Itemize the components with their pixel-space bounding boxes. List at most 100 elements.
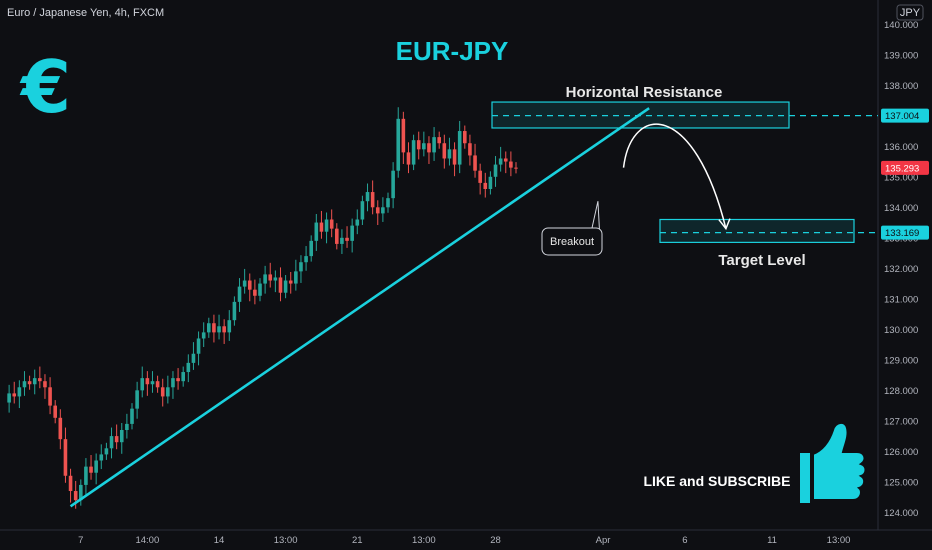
projection-arrowhead bbox=[718, 218, 731, 231]
candle bbox=[79, 479, 83, 506]
candle bbox=[406, 142, 411, 174]
price-tick-label: 136.000 bbox=[884, 142, 918, 153]
candle bbox=[452, 142, 457, 177]
candle bbox=[463, 125, 467, 149]
chart-grid bbox=[0, 0, 932, 531]
candle bbox=[401, 111, 406, 164]
candle bbox=[135, 381, 139, 419]
target-label: Target Level bbox=[718, 252, 805, 269]
candle bbox=[130, 403, 134, 430]
price-axis[interactable]: 124.000 125.000 126.000 127.000 128.000 129.0… bbox=[881, 20, 929, 519]
candle bbox=[94, 453, 98, 485]
candle bbox=[53, 400, 57, 424]
drawing-overlay bbox=[69, 107, 731, 508]
candle bbox=[509, 151, 513, 177]
candle bbox=[38, 366, 42, 389]
price-tick-label: 135.000 bbox=[884, 172, 918, 183]
candle bbox=[365, 183, 370, 212]
candle bbox=[427, 136, 431, 164]
candle bbox=[242, 268, 247, 294]
svg-text:JPY: JPY bbox=[900, 7, 921, 19]
candle bbox=[145, 371, 150, 396]
target-zone bbox=[659, 218, 855, 243]
candle bbox=[17, 380, 22, 409]
candle bbox=[99, 444, 104, 470]
candle bbox=[422, 131, 426, 157]
candle bbox=[247, 273, 252, 302]
candle bbox=[299, 255, 303, 283]
candle bbox=[268, 262, 273, 288]
candle bbox=[391, 162, 395, 209]
symbol-label: Euro / Japanese Yen, 4h, FXCM bbox=[7, 7, 164, 19]
candle bbox=[355, 209, 360, 235]
candle bbox=[514, 162, 518, 174]
candle bbox=[84, 458, 88, 495]
candle bbox=[488, 171, 493, 195]
candle bbox=[273, 270, 278, 293]
time-tick-label: 14:00 bbox=[135, 535, 159, 546]
candle bbox=[432, 127, 436, 161]
candle bbox=[468, 134, 472, 166]
resistance-price-tag: 137.004 bbox=[881, 108, 929, 123]
current-price-tag: 135.293 bbox=[881, 160, 929, 175]
candle bbox=[222, 319, 226, 344]
candlestick-series[interactable] bbox=[7, 107, 518, 509]
time-tick-label: 13:00 bbox=[827, 535, 851, 546]
candle bbox=[125, 413, 129, 439]
candle bbox=[386, 192, 390, 213]
candle bbox=[155, 375, 160, 393]
candle bbox=[140, 366, 145, 398]
candle bbox=[314, 214, 319, 251]
price-tick-label: 128.000 bbox=[884, 386, 918, 397]
candle bbox=[27, 375, 32, 390]
candle bbox=[176, 368, 180, 390]
candle bbox=[350, 218, 354, 253]
candle bbox=[493, 156, 498, 187]
candle bbox=[294, 259, 298, 291]
price-tick-label: 131.000 bbox=[884, 294, 918, 305]
candle bbox=[437, 131, 441, 149]
candle bbox=[442, 134, 447, 169]
like-subscribe-text: LIKE and SUBSCRIBE bbox=[643, 473, 790, 489]
candle bbox=[360, 195, 365, 225]
svg-text:135.293: 135.293 bbox=[885, 163, 919, 174]
price-tick-label: 132.000 bbox=[884, 264, 918, 275]
candle bbox=[396, 107, 401, 178]
candle bbox=[63, 427, 68, 483]
candle bbox=[447, 137, 452, 166]
candle bbox=[288, 271, 293, 294]
candle bbox=[483, 172, 488, 198]
candle bbox=[22, 371, 27, 396]
time-tick-label: 6 bbox=[682, 535, 687, 546]
candle bbox=[109, 427, 114, 459]
candle bbox=[473, 143, 477, 178]
candle bbox=[166, 375, 170, 404]
time-tick-label: 13:00 bbox=[412, 535, 436, 546]
breakout-callout: Breakout bbox=[541, 227, 603, 256]
candle bbox=[119, 422, 124, 454]
candle bbox=[43, 374, 47, 399]
candle bbox=[329, 209, 334, 238]
candle bbox=[324, 212, 329, 244]
time-tick-label: 13:00 bbox=[274, 535, 298, 546]
candle bbox=[478, 163, 482, 195]
candle bbox=[150, 371, 155, 393]
candle bbox=[370, 180, 375, 215]
time-axis[interactable]: 7 14:00 14 13:00 21 13:00 28 Apr 6 11 13:00 bbox=[78, 535, 850, 546]
candle bbox=[191, 342, 196, 370]
time-tick-label: 14 bbox=[214, 535, 225, 546]
candle bbox=[12, 381, 17, 404]
price-tick-label: 134.000 bbox=[884, 203, 918, 214]
candle bbox=[335, 223, 339, 250]
candle bbox=[253, 279, 257, 305]
candle bbox=[375, 200, 380, 225]
candle bbox=[32, 369, 37, 395]
candle bbox=[7, 384, 11, 413]
candle bbox=[278, 267, 283, 302]
price-tick-label: 124.000 bbox=[884, 508, 918, 519]
chart-title: EUR-JPY bbox=[396, 36, 509, 66]
candle bbox=[381, 197, 385, 222]
price-tick-label: 127.000 bbox=[884, 416, 918, 427]
candle bbox=[160, 378, 165, 407]
